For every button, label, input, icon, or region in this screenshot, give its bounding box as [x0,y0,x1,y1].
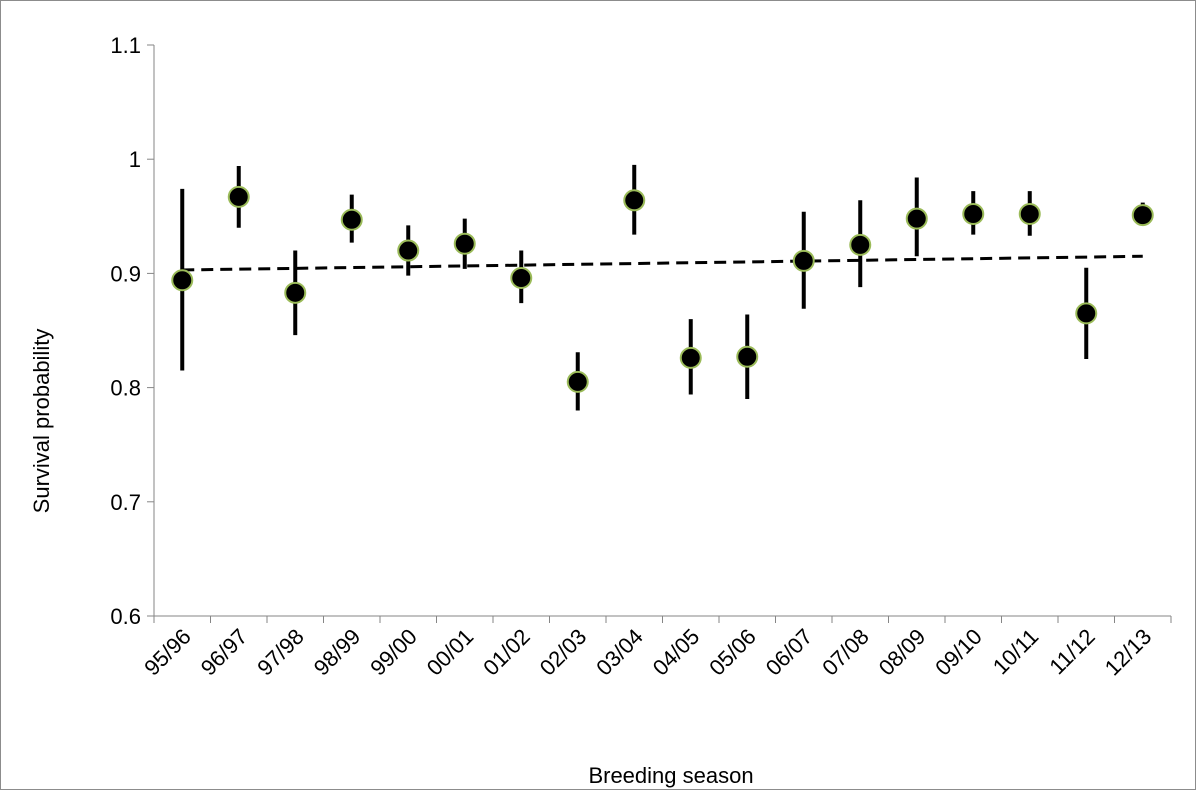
y-tick-label: 0.6 [110,604,141,629]
trendline [182,254,1143,272]
x-tick-label: 07/08 [817,624,874,681]
x-tick-label: 04/05 [648,624,705,681]
data-point [340,208,363,231]
y-tick-label: 1.1 [110,33,141,58]
data-point [510,266,533,289]
x-tick-label: 12/13 [1100,624,1157,681]
data-point [453,232,476,255]
x-tick-label: 98/99 [309,624,366,681]
x-tick-label: 11/12 [1044,624,1099,679]
y-tick-label: 1 [129,147,141,172]
data-point [679,346,702,369]
x-tick-label: 99/00 [365,624,422,681]
x-tick-label: 05/06 [704,624,761,681]
data-point [1131,204,1154,227]
axes: 0.6 0.7 0.8 0.9 1 1.1 95/96 96/97 97/98 98/99 99/0… [110,33,1172,681]
data-point [1018,203,1041,226]
y-tick-label: 0.7 [110,490,141,515]
data-point [171,269,194,292]
y-tick-label: 0.9 [110,261,141,286]
points-group [171,185,1154,393]
data-point [623,189,646,212]
data-point [227,185,250,208]
trendline-group [182,254,1143,272]
data-point [905,207,928,230]
x-tick-label: 02/03 [535,624,592,681]
y-axis-title: Survival probability [29,329,54,514]
x-axis-title: Breeding season [588,763,753,788]
x-tick-label: 09/10 [930,624,987,681]
x-tick-label: 01/02 [478,624,535,681]
data-point [849,233,872,256]
x-tick-label: 97/98 [252,624,309,681]
x-tick-label: 03/04 [591,624,648,681]
x-tick-label: 08/09 [874,624,931,681]
x-tick-label: 10/11 [988,624,1043,679]
data-point [962,203,985,226]
data-point [736,345,759,368]
y-tick-label: 0.8 [110,376,141,401]
data-point [397,239,420,262]
x-tick-label: 00/01 [422,624,479,681]
errorbars-group [180,164,1145,411]
x-tick-label: 06/07 [761,624,818,681]
x-tick-label: 96/97 [196,624,253,681]
data-point [284,281,307,304]
data-point [792,249,815,272]
x-tick-label: 95/96 [139,624,196,681]
data-point [566,370,589,393]
data-point [1075,302,1098,325]
